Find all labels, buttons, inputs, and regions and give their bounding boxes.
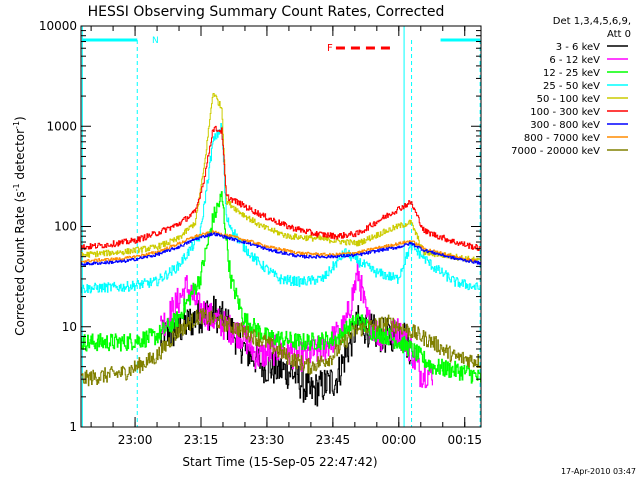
plot-area <box>81 26 482 427</box>
x-tick-label: 23:15 <box>184 433 219 447</box>
legend-entry-label: 3 - 6 keV <box>556 42 600 53</box>
series-line <box>81 93 482 263</box>
series-line <box>81 232 482 266</box>
legend-entry-label: 300 - 800 keV <box>530 120 600 131</box>
legend-entry-label: 7000 - 20000 keV <box>511 146 600 157</box>
series-line <box>81 123 482 294</box>
series-line <box>81 230 482 264</box>
y-axis: 1 10 100 1000 10000 <box>39 19 481 434</box>
y-axis-label: Corrected Count Rate (s-1 detector-1) <box>12 116 27 335</box>
night-label: N <box>152 36 159 46</box>
series-line <box>81 308 482 387</box>
legend-entry-label: 25 - 50 keV <box>543 81 600 92</box>
footer-date: 17-Apr-2010 03:47 <box>561 467 636 476</box>
legend-entry-label: 100 - 300 keV <box>530 107 600 118</box>
y-tick-label: 10000 <box>39 19 77 33</box>
x-tick-label: 23:30 <box>250 433 285 447</box>
y-tick-label: 100 <box>54 220 77 234</box>
x-tick-label: 23:45 <box>316 433 351 447</box>
x-tick-label: 00:00 <box>382 433 417 447</box>
y-tick-label: 1000 <box>46 119 77 133</box>
series-line <box>81 125 482 251</box>
x-tick-label: 23:00 <box>118 433 153 447</box>
y-tick-label: 1 <box>69 420 77 434</box>
y-tick-label: 10 <box>62 320 77 334</box>
legend-header: Att 0 <box>607 29 631 40</box>
legend-entry-label: 12 - 25 keV <box>543 68 600 79</box>
flare-label: F <box>327 43 333 54</box>
legend-entry-label: 800 - 7000 keV <box>524 133 600 144</box>
x-axis: 23:00 23:15 23:30 23:45 00:00 00:15 <box>90 26 482 447</box>
legend-entry-label: 6 - 12 keV <box>549 55 600 66</box>
legend: Det 1,3,4,5,6,9, Att 0 3 - 6 keV 6 - 12 keV… <box>511 16 631 157</box>
chart-title: HESSI Observing Summary Count Rates, Cor… <box>88 4 445 20</box>
series-line <box>160 261 433 389</box>
x-tick-label: 00:15 <box>447 433 482 447</box>
legend-header: Det 1,3,4,5,6,9, <box>553 16 631 27</box>
series-line <box>81 191 482 384</box>
x-axis-label: Start Time (15-Sep-05 22:47:42) <box>182 455 377 469</box>
series-line <box>160 295 412 407</box>
legend-entry-label: 50 - 100 keV <box>537 94 601 105</box>
